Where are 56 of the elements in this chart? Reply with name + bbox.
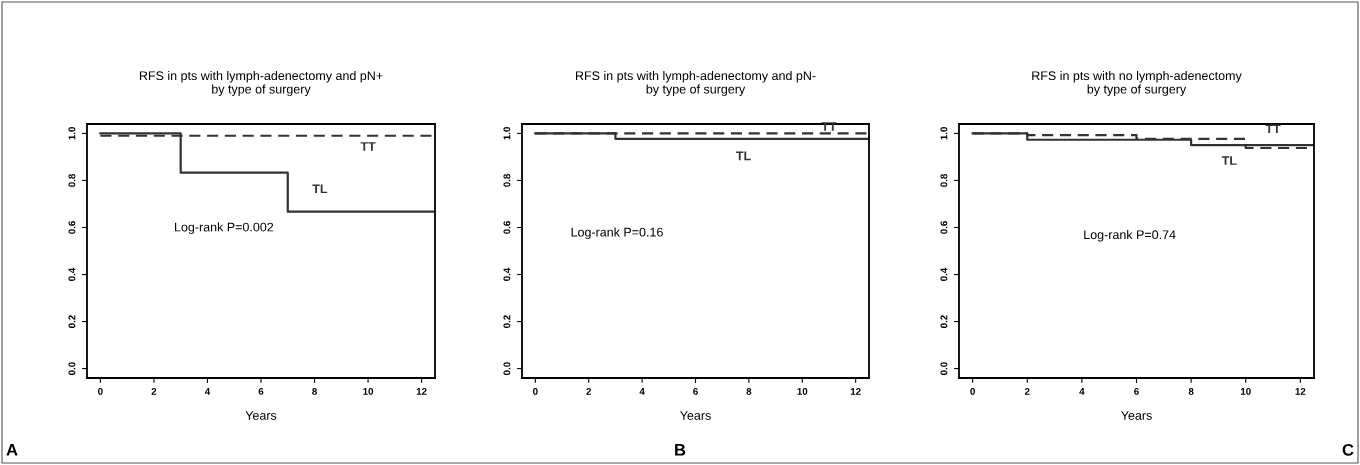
y-tick-label: 0.4 — [503, 267, 511, 281]
chart-title: RFS in pts with lymph-adenectomy and pN- by type of surgery — [576, 70, 816, 97]
text: B — [675, 444, 686, 456]
x-tick-label: 12 — [416, 387, 427, 395]
y-tick-label: 0.6 — [68, 221, 76, 234]
chart-title: RFS in pts with lymph-adenectomy and pN+ by type of surgery — [139, 70, 383, 97]
series-label: TT — [360, 142, 376, 151]
x-tick-label: 4 — [639, 388, 645, 395]
x-tick-label: 6 — [1134, 387, 1139, 395]
x-tick-label: 0 — [533, 387, 538, 395]
y-tick-label: 0.2 — [68, 315, 76, 328]
x-tick-label: 2 — [1024, 387, 1030, 395]
y-tick-label: 1.0 — [503, 127, 511, 140]
y-tick-label: 0.6 — [940, 221, 948, 234]
y-tick-label: 0.8 — [68, 173, 76, 187]
series-label: TT — [1265, 124, 1281, 134]
y-tick-label: 0.4 — [68, 267, 76, 281]
y-tick-label: 0.8 — [503, 173, 511, 187]
series-label: TL — [312, 184, 328, 194]
y-tick-label: 0.2 — [503, 315, 511, 328]
y-tick-label: 0.6 — [503, 221, 511, 234]
x-axis-title: Years — [680, 411, 711, 420]
y-tick-label: 1.0 — [940, 127, 948, 140]
x-axis-title: Years — [245, 411, 277, 420]
annotation: Log-rank P=0.002 — [175, 222, 274, 234]
y-tick-label: 0.2 — [940, 315, 948, 328]
y-tick-label: 0.4 — [940, 267, 948, 281]
x-axis-title: Years — [1121, 411, 1152, 420]
x-tick-label: 4 — [204, 388, 211, 395]
x-tick-label: 2 — [151, 387, 157, 395]
text: C — [1342, 443, 1354, 456]
x-tick-label: 12 — [850, 387, 861, 395]
chart-title: RFS in pts with no lymph-adenectomy by type of surgery — [1032, 70, 1242, 97]
y-tick-label: 0.0 — [940, 362, 948, 375]
x-tick-label: 10 — [797, 387, 808, 395]
x-tick-label: 8 — [746, 387, 752, 395]
x-tick-label: 10 — [1240, 387, 1251, 395]
y-tick-label: 0.0 — [68, 362, 76, 375]
series-label: TL — [1221, 156, 1237, 165]
x-tick-label: 2 — [586, 387, 592, 395]
annotation: Log-rank P=0.74 — [1084, 229, 1176, 242]
x-tick-label: 8 — [312, 387, 317, 395]
annotation: Log-rank P=0.16 — [571, 227, 663, 240]
x-tick-label: 6 — [258, 387, 264, 395]
x-tick-label: 10 — [363, 387, 374, 395]
x-tick-label: 0 — [970, 387, 975, 395]
x-tick-label: 12 — [1295, 387, 1306, 395]
y-tick-label: 0.0 — [503, 362, 511, 375]
x-tick-label: 4 — [1079, 388, 1085, 395]
text: A — [6, 444, 18, 456]
x-tick-label: 6 — [693, 387, 698, 395]
x-tick-label: 8 — [1188, 387, 1194, 395]
x-tick-label: 0 — [98, 387, 103, 395]
y-tick-label: 0.8 — [940, 173, 948, 187]
y-tick-label: 1.0 — [68, 127, 76, 140]
series-label: TL — [736, 151, 751, 161]
